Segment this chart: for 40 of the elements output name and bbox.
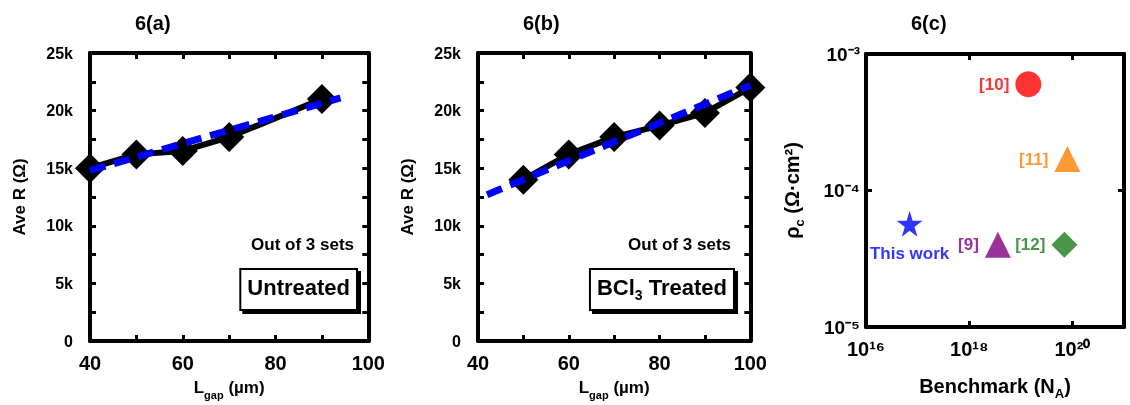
chart-title: 6(c) [911, 12, 947, 34]
series-label: [12] [1015, 235, 1046, 255]
y-tick-label: 15k [434, 159, 462, 177]
y-tick-label: 25k [46, 44, 74, 62]
series-label: [11] [1019, 149, 1049, 169]
y-tick-label: 10⁻³ [826, 43, 860, 65]
y-tick-label: 10⁻⁴ [823, 180, 860, 201]
y-tick-label: 5k [443, 274, 462, 292]
y-tick-label: 10k [434, 217, 462, 235]
annotation: Out of 3 sets [628, 235, 732, 254]
y-axis-title: Ave R (Ω) [398, 158, 417, 236]
series-label: This work [869, 243, 950, 263]
x-tick-label: 10¹⁸ [950, 338, 989, 360]
x-tick-label: 10²⁰ [1054, 338, 1091, 360]
chart-title: 6(a) [135, 12, 171, 34]
x-tick-label: 60 [557, 352, 580, 374]
annotation: Untreated [247, 274, 350, 300]
annotation: Out of 3 sets [251, 235, 355, 254]
x-tick-label: 60 [171, 352, 194, 374]
y-tick-label: 25k [434, 44, 462, 62]
x-tick-label: 100 [733, 352, 767, 374]
y-tick-label: 10k [46, 217, 74, 235]
x-tick-label: 40 [466, 352, 490, 374]
y-tick-label: 5k [55, 274, 74, 292]
x-tick-label: 100 [351, 352, 385, 374]
series-label: [10] [979, 74, 1010, 94]
series-label: [9] [958, 235, 979, 255]
y-tick-label: 0 [64, 332, 74, 350]
x-tick-label: 10¹⁶ [846, 338, 886, 360]
y-axis-title: Ave R (Ω) [10, 158, 29, 236]
x-tick-label: 80 [264, 352, 287, 374]
x-tick-label: 80 [648, 352, 671, 374]
y-tick-label: 20k [434, 102, 462, 120]
y-tick-label: 15k [46, 159, 74, 177]
chart-title: 6(b) [523, 12, 560, 34]
y-tick-label: 10⁻⁵ [823, 316, 860, 338]
y-tick-label: 0 [452, 332, 462, 350]
y-axis-title: ρc (Ω·cm²) [781, 142, 807, 239]
x-tick-label: 40 [78, 352, 102, 374]
y-tick-label: 20k [46, 102, 74, 120]
